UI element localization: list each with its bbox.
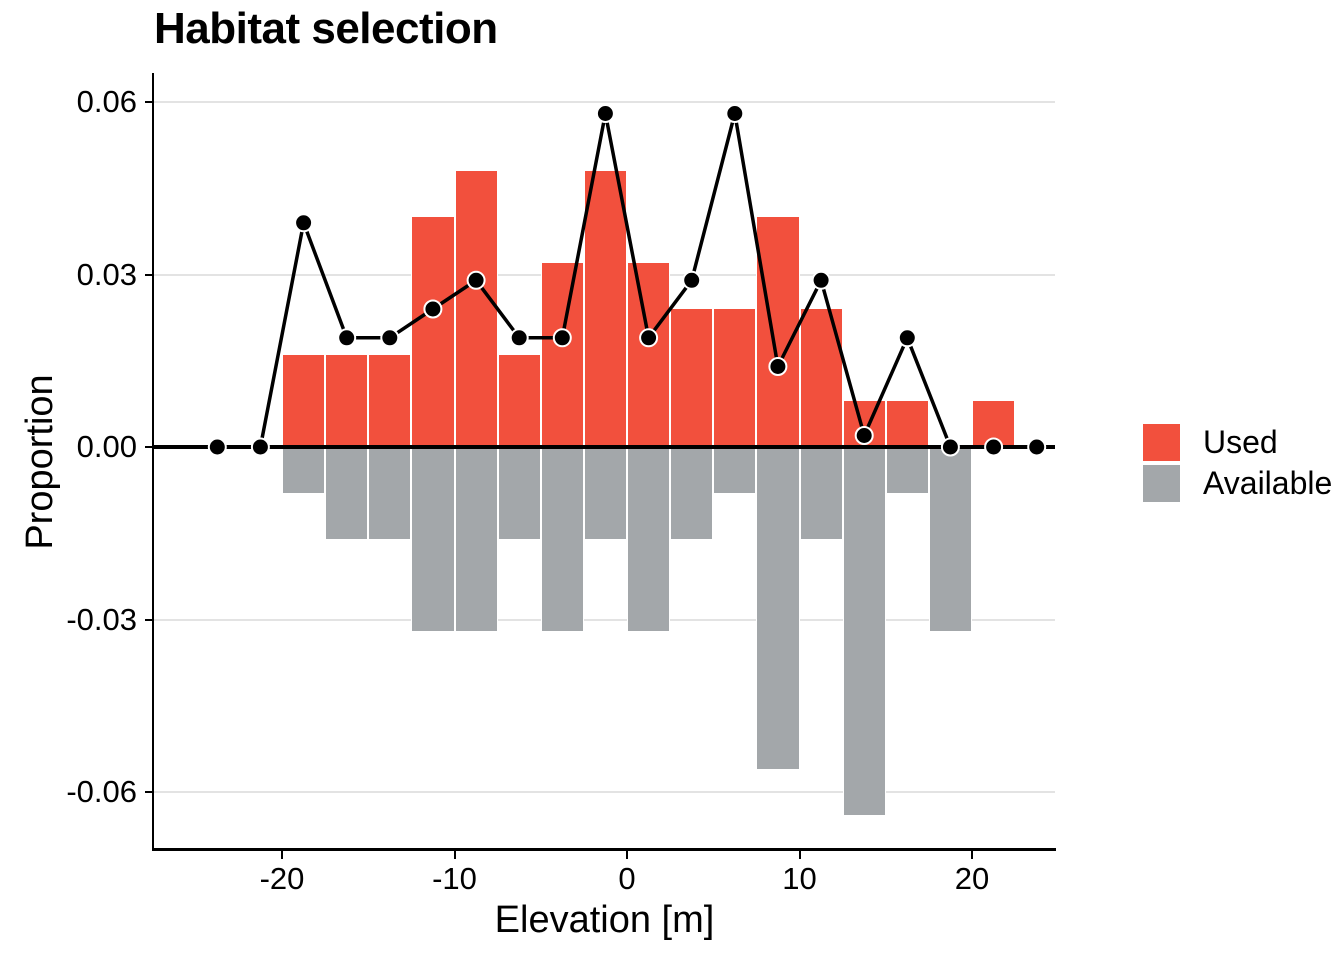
available-bar: [368, 447, 412, 539]
y-tick-mark: [145, 446, 153, 448]
available-bar: [799, 447, 843, 539]
used-bar: [411, 217, 455, 447]
available-bar: [540, 447, 584, 631]
used-bar: [368, 355, 412, 447]
available-bar: [670, 447, 714, 539]
legend-label-available: Available: [1203, 465, 1333, 501]
y-tick-mark: [145, 618, 153, 621]
line-point: [380, 328, 400, 348]
gridline-y: [154, 791, 1055, 793]
available-bar: [928, 447, 972, 631]
line-point: [509, 328, 529, 348]
used-bar: [325, 355, 369, 447]
line-point: [294, 213, 314, 233]
x-axis-line: [152, 848, 1056, 851]
available-bar: [885, 447, 929, 493]
x-tick-label: -10: [432, 861, 477, 896]
used-bar: [282, 355, 326, 447]
x-tick-label: 20: [954, 861, 990, 896]
legend-label-used: Used: [1203, 424, 1278, 460]
line-point: [725, 104, 745, 123]
x-axis-label: Elevation [m]: [494, 899, 715, 941]
gridline-y: [154, 101, 1055, 103]
x-tick-label: -20: [259, 861, 305, 896]
available-bar: [713, 447, 757, 493]
available-bar: [454, 447, 498, 631]
used-bar: [627, 263, 671, 447]
y-axis-line: [152, 73, 154, 850]
used-bar: [454, 171, 498, 447]
plot-panel: [154, 75, 1055, 849]
zero-line: [154, 445, 1055, 449]
used-bar: [497, 355, 541, 447]
y-tick-label: -0.03: [66, 601, 137, 637]
available-bar: [282, 447, 326, 493]
used-bar: [972, 401, 1016, 447]
used-bar: [842, 401, 886, 447]
legend-item-used: Used: [1143, 424, 1332, 461]
available-bar: [627, 447, 671, 631]
y-tick-mark: [145, 791, 153, 793]
x-tick-mark: [626, 851, 628, 859]
used-bar: [540, 263, 584, 447]
legend-swatch-used: [1143, 424, 1180, 461]
y-tick-label: 0.03: [76, 256, 137, 292]
y-tick-label: 0.06: [76, 84, 137, 119]
x-tick-mark: [453, 851, 456, 859]
used-bar: [885, 401, 929, 447]
y-tick-mark: [145, 101, 153, 103]
line-point: [337, 328, 357, 348]
line-point: [595, 104, 615, 123]
x-tick-mark: [971, 851, 973, 859]
available-bar: [583, 447, 627, 539]
y-tick-label: 0.00: [76, 429, 137, 464]
line-point: [897, 328, 917, 348]
y-tick-label: -0.06: [66, 774, 137, 809]
chart-title: Habitat selection: [154, 4, 498, 53]
legend-swatch-available: [1143, 465, 1180, 502]
x-tick-label: 0: [618, 861, 636, 896]
gridline-y: [154, 618, 1055, 621]
used-bar: [756, 217, 800, 447]
available-bar: [497, 447, 541, 539]
available-bar: [325, 447, 369, 539]
x-tick-label: 10: [782, 861, 817, 896]
available-bar: [411, 447, 455, 631]
used-bar: [713, 309, 757, 447]
y-tick-mark: [145, 273, 153, 276]
x-tick-mark: [798, 851, 801, 859]
used-bar: [670, 309, 714, 447]
x-tick-mark: [281, 851, 283, 859]
used-bar: [583, 171, 627, 447]
legend: Used Available: [1143, 424, 1332, 506]
used-bar: [799, 309, 843, 447]
legend-item-available: Available: [1143, 465, 1332, 502]
available-bar: [842, 447, 886, 815]
available-bar: [756, 447, 800, 769]
